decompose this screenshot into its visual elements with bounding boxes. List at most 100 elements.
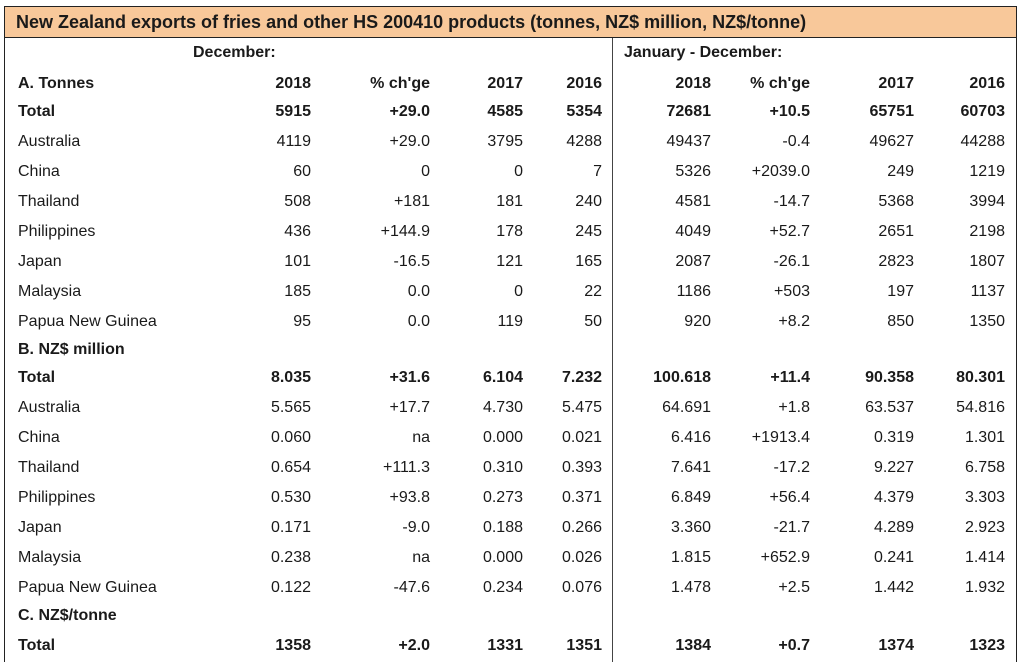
row-label: Malaysia xyxy=(18,283,82,300)
row-label: Malaysia xyxy=(18,549,82,566)
jan-dec-group-header: January - December: xyxy=(624,44,783,61)
table-cell: 1219 xyxy=(969,163,1005,180)
row-label: Australia xyxy=(18,399,81,416)
table-cell: 8.035 xyxy=(270,369,311,386)
table-row: Malaysia 0.238 na 0.000 0.026 1.815 +652.9 0.24… xyxy=(0,543,1024,573)
table-cell: 7.641 xyxy=(670,459,711,476)
table-cell: 0.171 xyxy=(270,519,311,536)
table-cell: -14.7 xyxy=(773,193,810,210)
table-cell: 0.319 xyxy=(873,429,914,446)
table-cell: 1331 xyxy=(487,637,523,654)
table-cell: 1323 xyxy=(969,637,1005,654)
row-label: Total xyxy=(18,103,56,120)
row-label: A. Tonnes xyxy=(18,75,95,92)
table-cell: +1.8 xyxy=(778,399,810,416)
table-cell: 0.654 xyxy=(270,459,311,476)
table-cell: 850 xyxy=(887,313,914,330)
row-label: China xyxy=(18,163,60,180)
table-cell: 0.266 xyxy=(561,519,602,536)
row-label: China xyxy=(18,429,60,446)
table-cell: 7.232 xyxy=(561,369,602,386)
table-cell: 178 xyxy=(496,223,523,240)
table-cell: 72681 xyxy=(666,103,712,120)
table-cell: +52.7 xyxy=(769,223,810,240)
table-cell: 2087 xyxy=(675,253,711,270)
table-cell: -9.0 xyxy=(402,519,430,536)
table-cell: 0.000 xyxy=(482,429,523,446)
table-cell: +56.4 xyxy=(769,489,810,506)
table-cell: 6.849 xyxy=(670,489,711,506)
table-row-header: A. Tonnes 2018 % ch'ge 2017 2016 2018 % ch'ge 2… xyxy=(0,69,1024,99)
row-label: B. NZ$ million xyxy=(18,341,125,358)
table-cell: 181 xyxy=(496,193,523,210)
table-cell: +29.0 xyxy=(389,133,430,150)
table-cell: 1384 xyxy=(675,637,711,654)
table-cell: +17.7 xyxy=(389,399,430,416)
table-cell: +93.8 xyxy=(389,489,430,506)
table-cell: 7 xyxy=(593,163,602,180)
table-cell: +144.9 xyxy=(380,223,430,240)
table-cell: 1350 xyxy=(969,313,1005,330)
table-row: Malaysia 185 0.0 0 22 1186 +503 197 1137 xyxy=(0,277,1024,307)
table-title: New Zealand exports of fries and other H… xyxy=(5,6,1016,38)
table-cell: 5915 xyxy=(275,103,311,120)
table-cell: 6.104 xyxy=(482,369,523,386)
table-cell: 508 xyxy=(284,193,311,210)
table-row: Australia 4119 +29.0 3795 4288 49437 -0.4 49627… xyxy=(0,127,1024,157)
column-divider xyxy=(612,38,613,662)
table-cell: 0.000 xyxy=(482,549,523,566)
table-cell: 64.691 xyxy=(662,399,711,416)
table-cell: na xyxy=(412,429,430,446)
table-cell: 3.303 xyxy=(964,489,1005,506)
table-cell: 0.188 xyxy=(482,519,523,536)
table-cell: 0.310 xyxy=(482,459,523,476)
table-row: China 60 0 0 7 5326 +2039.0 249 1219 xyxy=(0,157,1024,187)
column-header: 2018 xyxy=(675,75,711,92)
table-cell: 0 xyxy=(421,163,430,180)
table-cell: 60703 xyxy=(960,103,1006,120)
table-cell: 1.815 xyxy=(670,549,711,566)
table-cell: 90.358 xyxy=(865,369,914,386)
table-cell: 0.234 xyxy=(482,579,523,596)
table-cell: 6.758 xyxy=(964,459,1005,476)
row-label: Philippines xyxy=(18,489,96,506)
table-cell: 65751 xyxy=(869,103,915,120)
column-header: 2018 xyxy=(275,75,311,92)
table-cell: 1.414 xyxy=(964,549,1005,566)
table-cell: 0.241 xyxy=(873,549,914,566)
table-cell: 0 xyxy=(514,163,523,180)
table-cell: 50 xyxy=(584,313,602,330)
table-cell: 0.0 xyxy=(407,313,430,330)
table-cell: -21.7 xyxy=(773,519,810,536)
row-label: Thailand xyxy=(18,459,80,476)
table-row: Thailand 508 +181 181 240 4581 -14.7 5368 3994 xyxy=(0,187,1024,217)
table-cell: 0.060 xyxy=(270,429,311,446)
table-row: Philippines 0.530 +93.8 0.273 0.371 6.849 +56.… xyxy=(0,483,1024,513)
table-cell: 95 xyxy=(293,313,311,330)
row-label: Japan xyxy=(18,253,62,270)
table-cell: 3795 xyxy=(487,133,523,150)
row-label: Japan xyxy=(18,519,62,536)
table-cell: 1137 xyxy=(970,283,1005,300)
table-cell: 5326 xyxy=(675,163,711,180)
table-cell: +111.3 xyxy=(382,459,430,476)
table-cell: 245 xyxy=(575,223,602,240)
table-cell: 1.932 xyxy=(964,579,1005,596)
table-cell: 197 xyxy=(887,283,914,300)
table-cell: 0.0 xyxy=(407,283,430,300)
table-cell: 4.289 xyxy=(873,519,914,536)
row-label: Total xyxy=(18,637,56,654)
table-cell: +29.0 xyxy=(389,103,430,120)
table-cell: 0.273 xyxy=(482,489,523,506)
table-cell: +11.4 xyxy=(770,369,810,386)
table-cell: +0.7 xyxy=(778,637,810,654)
table-cell: -26.1 xyxy=(773,253,810,270)
table-cell: 49627 xyxy=(869,133,915,150)
table-cell: 185 xyxy=(284,283,311,300)
column-header: % ch'ge xyxy=(750,75,810,92)
table-cell: 1186 xyxy=(676,283,711,300)
table-cell: -47.6 xyxy=(393,579,430,596)
row-label: Thailand xyxy=(18,193,80,210)
column-header: % ch'ge xyxy=(370,75,430,92)
table-cell: 4585 xyxy=(487,103,523,120)
